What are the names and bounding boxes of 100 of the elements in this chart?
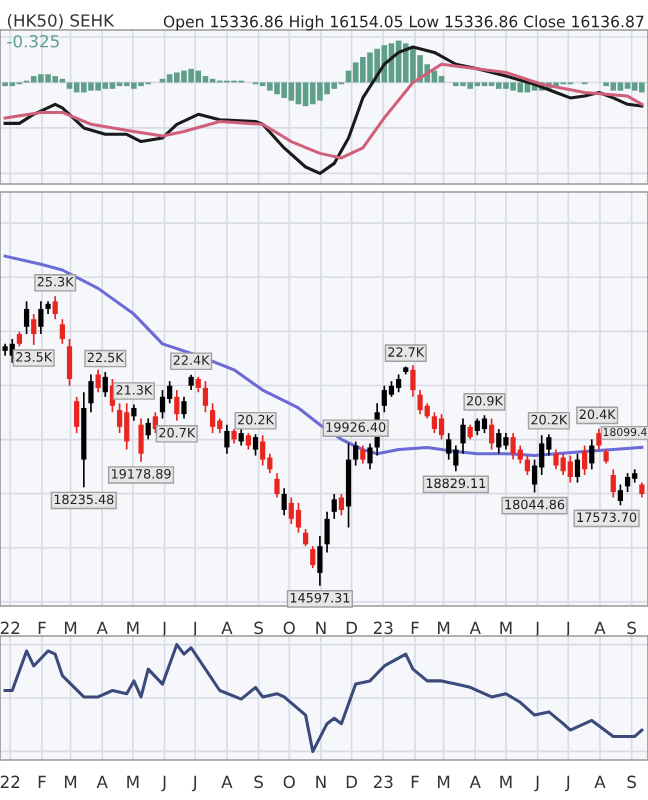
bar (360, 56, 366, 83)
x-tick-label: M (127, 775, 139, 788)
bar (624, 82, 631, 89)
candlestick (116, 402, 123, 434)
bar (174, 72, 180, 83)
bar (288, 82, 295, 101)
bar (95, 82, 101, 91)
candlestick (345, 442, 352, 529)
candlestick (288, 496, 294, 525)
candlestick (224, 423, 230, 455)
bar (517, 82, 524, 93)
candlestick (446, 432, 452, 461)
bar (331, 82, 338, 89)
x-tick-label: M (64, 775, 77, 788)
bar (45, 74, 51, 83)
candlestick (496, 428, 502, 455)
x-tick-label: A (469, 775, 481, 788)
candlestick (274, 472, 280, 499)
bar (195, 70, 202, 83)
candlestick (102, 371, 108, 398)
x-tick-label: D (346, 621, 358, 634)
annotation: -0.325 (7, 34, 59, 48)
bar (131, 82, 137, 89)
x-tick-label: 22 (0, 775, 20, 788)
candlestick (582, 444, 588, 476)
x-tick-label: A (221, 621, 233, 634)
x-tick-label: 22 (0, 621, 20, 634)
x-tick-label: S (627, 775, 637, 789)
candlestick (59, 318, 65, 345)
candlestick (510, 432, 516, 461)
bar (317, 82, 323, 101)
candlestick (524, 454, 531, 476)
candlestick (574, 452, 581, 484)
bar (181, 70, 187, 83)
bar (324, 82, 330, 95)
candlestick (331, 493, 337, 520)
x-tick-label: A (594, 775, 606, 788)
x-tick-label: S (254, 621, 263, 635)
candlestick (624, 472, 631, 493)
candlestick (31, 313, 37, 346)
x-tick-label: A (594, 621, 606, 634)
candlestick (489, 417, 495, 451)
x-tick-label: O (283, 775, 295, 789)
candlestick (38, 300, 44, 335)
x-tick-label: F (38, 621, 46, 634)
candlestick (381, 384, 387, 414)
x-tick-label: D (346, 775, 358, 788)
bar (81, 82, 87, 93)
bar (188, 68, 194, 83)
x-tick-label: S (254, 775, 263, 789)
candlestick (202, 380, 209, 414)
x-tick-label: M (64, 621, 77, 634)
candlestick (260, 434, 266, 467)
bar (274, 82, 280, 95)
x-tick-label: F (38, 775, 46, 788)
bar (631, 82, 638, 91)
bar (52, 76, 58, 83)
bar (281, 82, 287, 98)
bar (109, 82, 116, 89)
bar (367, 52, 373, 83)
candlestick (438, 413, 445, 441)
x-tick-label: O (283, 621, 295, 635)
candlestick (138, 417, 144, 463)
bar (610, 82, 617, 91)
candlestick (23, 300, 30, 335)
candlestick (167, 380, 173, 405)
candlestick (52, 295, 58, 321)
x-tick-label: 23 (373, 775, 393, 789)
bar (66, 82, 73, 89)
bar (503, 82, 509, 89)
candlestick (181, 396, 187, 420)
candlestick (174, 389, 180, 422)
candlestick (617, 483, 624, 507)
candlestick (353, 440, 359, 467)
x-tick-label: M (500, 775, 512, 788)
candlestick (295, 502, 302, 534)
bar (617, 82, 624, 91)
bar (495, 82, 502, 89)
candlestick (124, 402, 130, 451)
x-tick-label: 23 (373, 621, 393, 635)
candlestick (209, 402, 216, 434)
candlestick (74, 396, 80, 434)
candlestick (560, 452, 566, 476)
x-tick-label: F (411, 775, 419, 788)
bar (30, 76, 37, 83)
candlestick (338, 493, 344, 517)
bar (88, 82, 94, 91)
x-tick-label: A (221, 775, 233, 788)
x-tick-label: A (96, 621, 108, 634)
x-tick-label: N (316, 621, 326, 634)
candlestick (145, 417, 151, 441)
candlestick (281, 487, 287, 517)
bar (309, 82, 316, 105)
bar (102, 82, 109, 89)
bar (302, 82, 309, 107)
candlestick (95, 368, 101, 394)
x-tick-label: J (191, 775, 197, 792)
bar (402, 43, 409, 83)
candlestick (252, 433, 259, 457)
candlestick (431, 411, 437, 434)
